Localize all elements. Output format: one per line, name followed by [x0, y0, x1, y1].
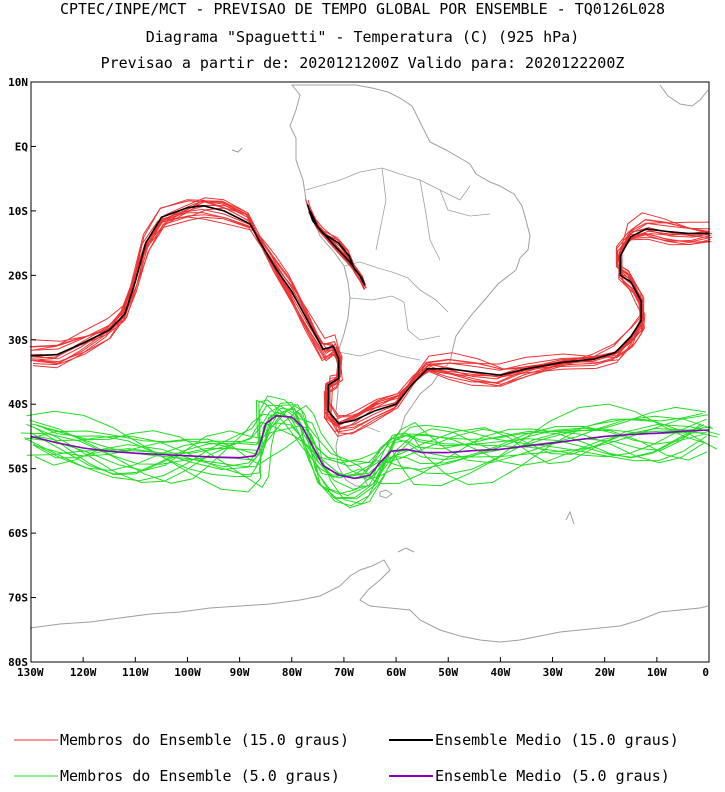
mean-15-line	[30, 204, 709, 425]
legend-label: Membros do Ensemble (5.0 graus)	[60, 767, 340, 785]
mean-5-line	[30, 414, 710, 480]
y-tick-label: 10S	[8, 205, 28, 218]
x-tick-label: 60W	[386, 666, 406, 679]
x-tick-label: 120W	[70, 666, 97, 679]
member-15-line-3	[32, 201, 711, 425]
x-tick-label: 90W	[230, 666, 250, 679]
y-tick-label: 80S	[8, 656, 28, 669]
member-5-line-12	[32, 401, 704, 500]
x-tick-label: 130W	[17, 666, 44, 679]
legend-label: Membros do Ensemble (15.0 graus)	[60, 731, 349, 749]
x-tick-label: 100W	[174, 666, 201, 679]
coastline-falklands	[379, 489, 393, 499]
x-tick-label: 110W	[122, 666, 149, 679]
member-15-line-6	[32, 212, 711, 435]
member-15-line-12	[29, 208, 709, 429]
y-tick-label: 60S	[8, 527, 28, 540]
member-15-line-5	[33, 200, 712, 418]
member-5-line-11	[27, 404, 707, 507]
ensemble-means-group	[30, 204, 710, 480]
member-5-line-17	[20, 413, 708, 505]
chart-title-line-3: Previsao a partir de: 2020121200Z Valido…	[100, 54, 625, 72]
y-tick-label: 30S	[8, 334, 28, 347]
x-tick-label: 40W	[490, 666, 510, 679]
legend: Membros do Ensemble (15.0 graus) Ensemble…	[14, 731, 679, 785]
mean-15-inland-line	[306, 204, 366, 286]
member-15-line-13	[32, 197, 711, 420]
member-5-line-15	[32, 411, 707, 495]
member-15-line-2	[30, 201, 709, 427]
map-layer	[29, 84, 709, 643]
x-tick-label: 30W	[543, 666, 563, 679]
chart-title-line-2: Diagrama "Spaguetti" - Temperatura (C) (…	[145, 28, 580, 46]
y-tick-label: 40S	[8, 398, 28, 411]
plot-frame	[30, 81, 710, 663]
member-15-line-11	[34, 207, 713, 433]
member-15-line-10	[34, 204, 713, 427]
x-tick-label: 70W	[334, 666, 354, 679]
member-15-line-4	[31, 199, 711, 417]
member-15-line-9	[30, 212, 710, 430]
y-tick-label: EQ	[15, 140, 29, 153]
chart-title-line-1: CPTEC/INPE/MCT - PREVISAO DE TEMPO GLOBA…	[59, 0, 666, 18]
x-tick-label: 10W	[647, 666, 667, 679]
member-5-line-7	[26, 403, 707, 481]
members-15-group	[29, 197, 713, 437]
member-5-line-18	[26, 421, 712, 477]
member-5-line-8	[37, 406, 707, 488]
member-5-line-13	[34, 414, 714, 476]
y-tick-label: 10N	[8, 76, 28, 89]
coastline-south-america	[289, 84, 531, 487]
member-5-line-14	[32, 414, 708, 479]
y-tick-label: 50S	[8, 463, 28, 476]
x-tick-label: 50W	[438, 666, 458, 679]
member-15-line-14	[32, 214, 711, 433]
coastline-antarctica	[29, 559, 709, 643]
y-tick-label: 70S	[8, 592, 28, 605]
coastline-antarctic-islands	[231, 147, 575, 553]
legend-label: Ensemble Medio (5.0 graus)	[435, 767, 670, 785]
country-borders	[305, 167, 491, 433]
member-15-line-7	[31, 216, 710, 437]
member-15-line-1	[30, 200, 709, 424]
coastline-africa-edge	[659, 84, 709, 107]
x-tick-label: 0	[702, 666, 709, 679]
x-tick-label: 80W	[282, 666, 302, 679]
member-5-line-4	[29, 405, 704, 490]
legend-label: Ensemble Medio (15.0 graus)	[435, 731, 679, 749]
x-tick-label: 20W	[595, 666, 615, 679]
member-15-line-8	[30, 200, 709, 426]
y-tick-label: 20S	[8, 269, 28, 282]
